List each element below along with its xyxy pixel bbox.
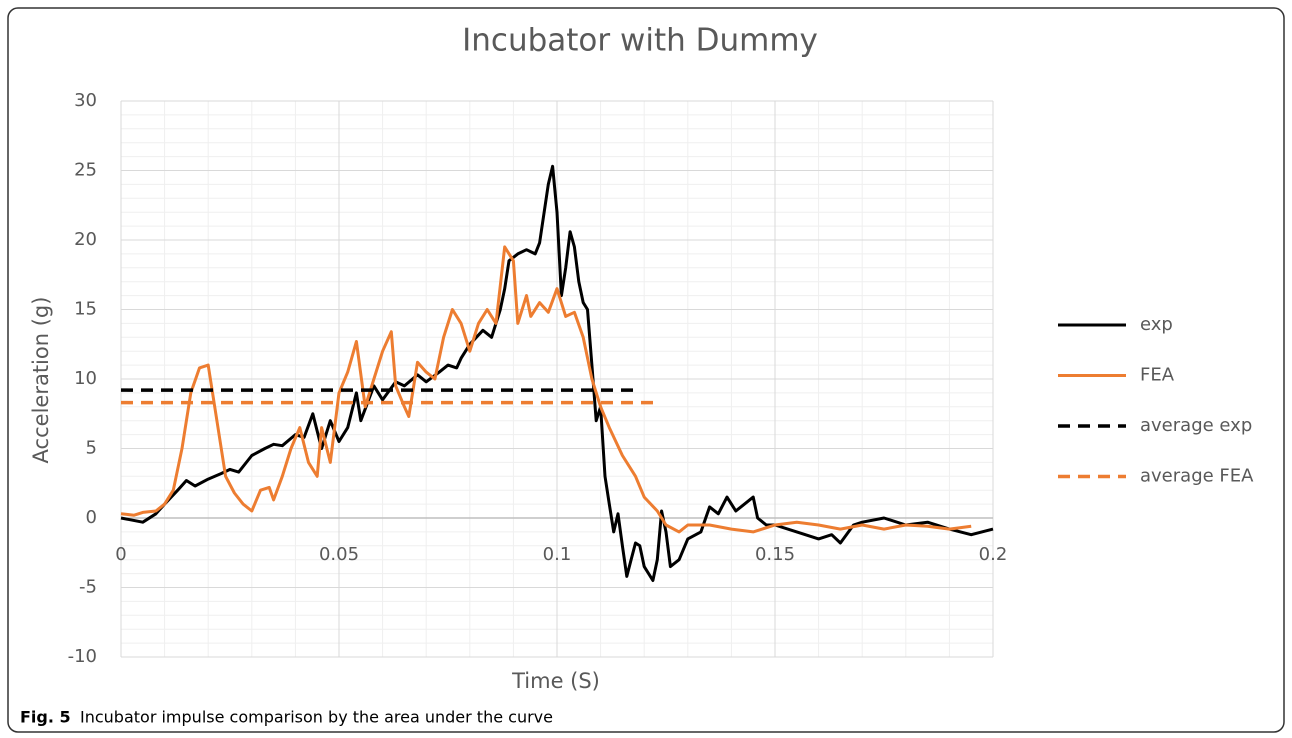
legend-label: exp [1140,314,1173,335]
y-tick-label: 10 [74,368,97,389]
y-tick-label: 5 [86,438,97,459]
y-tick-label: -5 [79,577,97,598]
x-tick-label: 0 [115,544,126,565]
caption-label: Fig. 5 [20,708,71,727]
x-axis-title: Time (S) [511,669,600,693]
legend-label: average exp [1140,415,1252,436]
y-axis-title: Acceleration (g) [29,297,53,464]
x-tick-label: 0.15 [755,544,795,565]
x-tick-label: 0.1 [543,544,572,565]
y-tick-label: 25 [74,160,97,181]
x-tick-label: 0.05 [319,544,359,565]
y-tick-label: 15 [74,299,97,320]
y-tick-label: 0 [86,507,97,528]
caption: Incubator impulse comparison by the area… [80,708,553,727]
y-tick-label: 30 [74,90,97,111]
y-tick-label: -10 [68,646,97,667]
x-tick-label: 0.2 [979,544,1008,565]
series-line [120,245,972,534]
chart-title: Incubator with Dummy [462,23,818,59]
y-tick-label: 20 [74,229,97,250]
legend-label: FEA [1140,365,1175,386]
frame [7,7,1285,733]
legend-label: average FEA [1140,466,1254,487]
